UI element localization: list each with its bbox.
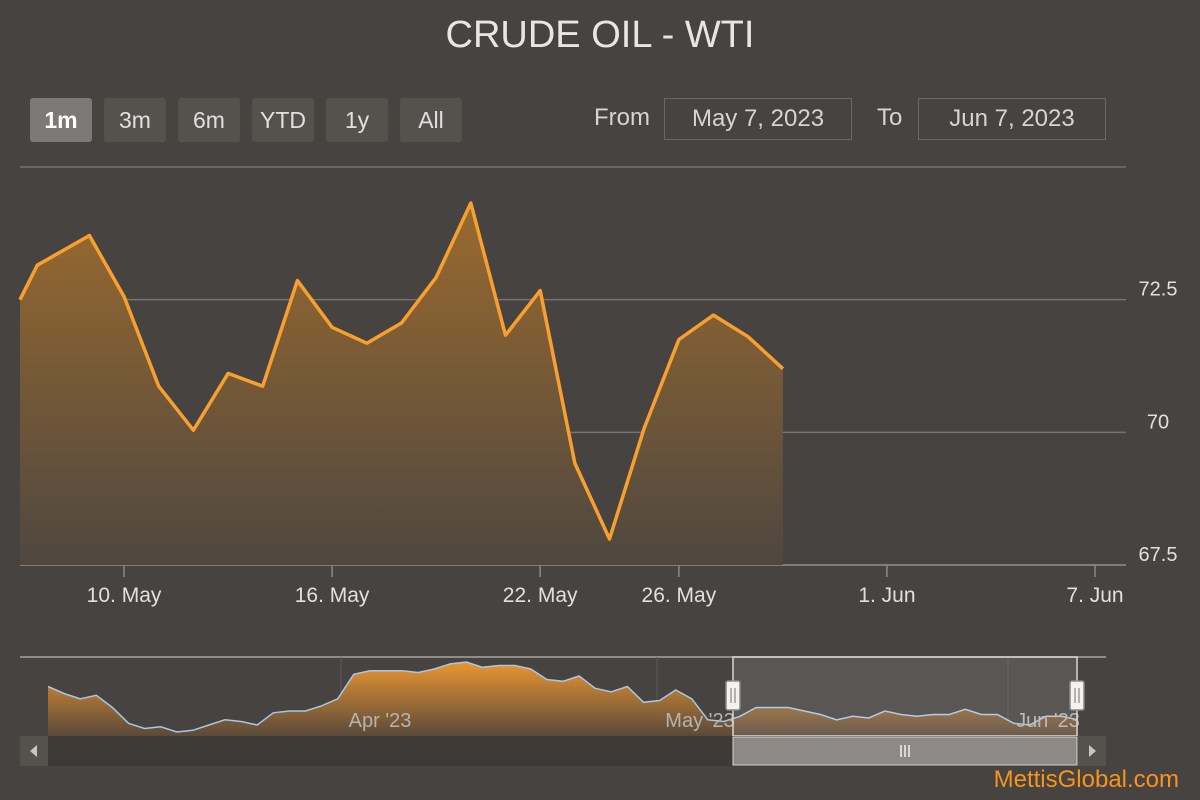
range-button-3m[interactable]: 3m <box>104 98 166 142</box>
navigator-tick-label: Jun '23 <box>1016 710 1080 732</box>
x-tick-label: 22. May <box>503 584 578 607</box>
x-tick-label: 1. Jun <box>858 584 915 607</box>
price-line <box>18 201 785 541</box>
from-date-input[interactable]: May 7, 2023 <box>664 98 852 140</box>
to-date-input[interactable]: Jun 7, 2023 <box>918 98 1106 140</box>
navigator-tick-label: Apr '23 <box>349 710 412 732</box>
y-tick-label: 67.5 <box>1139 544 1178 566</box>
navigator-line <box>47 661 1079 733</box>
watermark: MettisGlobal.com <box>993 766 1179 793</box>
y-tick-label: 72.5 <box>1139 279 1178 301</box>
navigator: Apr '23 May '23 Jun '23 <box>20 656 1106 766</box>
range-button-1y[interactable]: 1y <box>326 98 388 142</box>
navigator-handle-right[interactable] <box>1069 680 1085 711</box>
scroll-left-arrow-icon <box>30 745 37 757</box>
range-button-ytd[interactable]: YTD <box>252 98 314 142</box>
to-label: To <box>877 104 903 131</box>
chart-title: CRUDE OIL - WTI <box>445 14 755 56</box>
y-tick-label: 70 <box>1147 411 1169 433</box>
range-button-all[interactable]: All <box>400 98 462 142</box>
from-label: From <box>594 104 650 131</box>
navigator-selection[interactable] <box>732 656 1078 737</box>
x-tick-label: 10. May <box>87 584 162 607</box>
range-button-6m[interactable]: 6m <box>178 98 240 142</box>
x-tick-label: 26. May <box>642 584 717 607</box>
navigator-handle-left[interactable] <box>725 680 741 711</box>
range-button-1m[interactable]: 1m <box>30 98 92 142</box>
price-area <box>20 203 783 565</box>
scroll-right-arrow-icon <box>1089 745 1096 757</box>
x-tick-label: 7. Jun <box>1066 584 1123 607</box>
navigator-tick-label: May '23 <box>665 710 734 732</box>
x-tick-label: 16. May <box>295 584 370 607</box>
navigator-area <box>48 662 1078 736</box>
